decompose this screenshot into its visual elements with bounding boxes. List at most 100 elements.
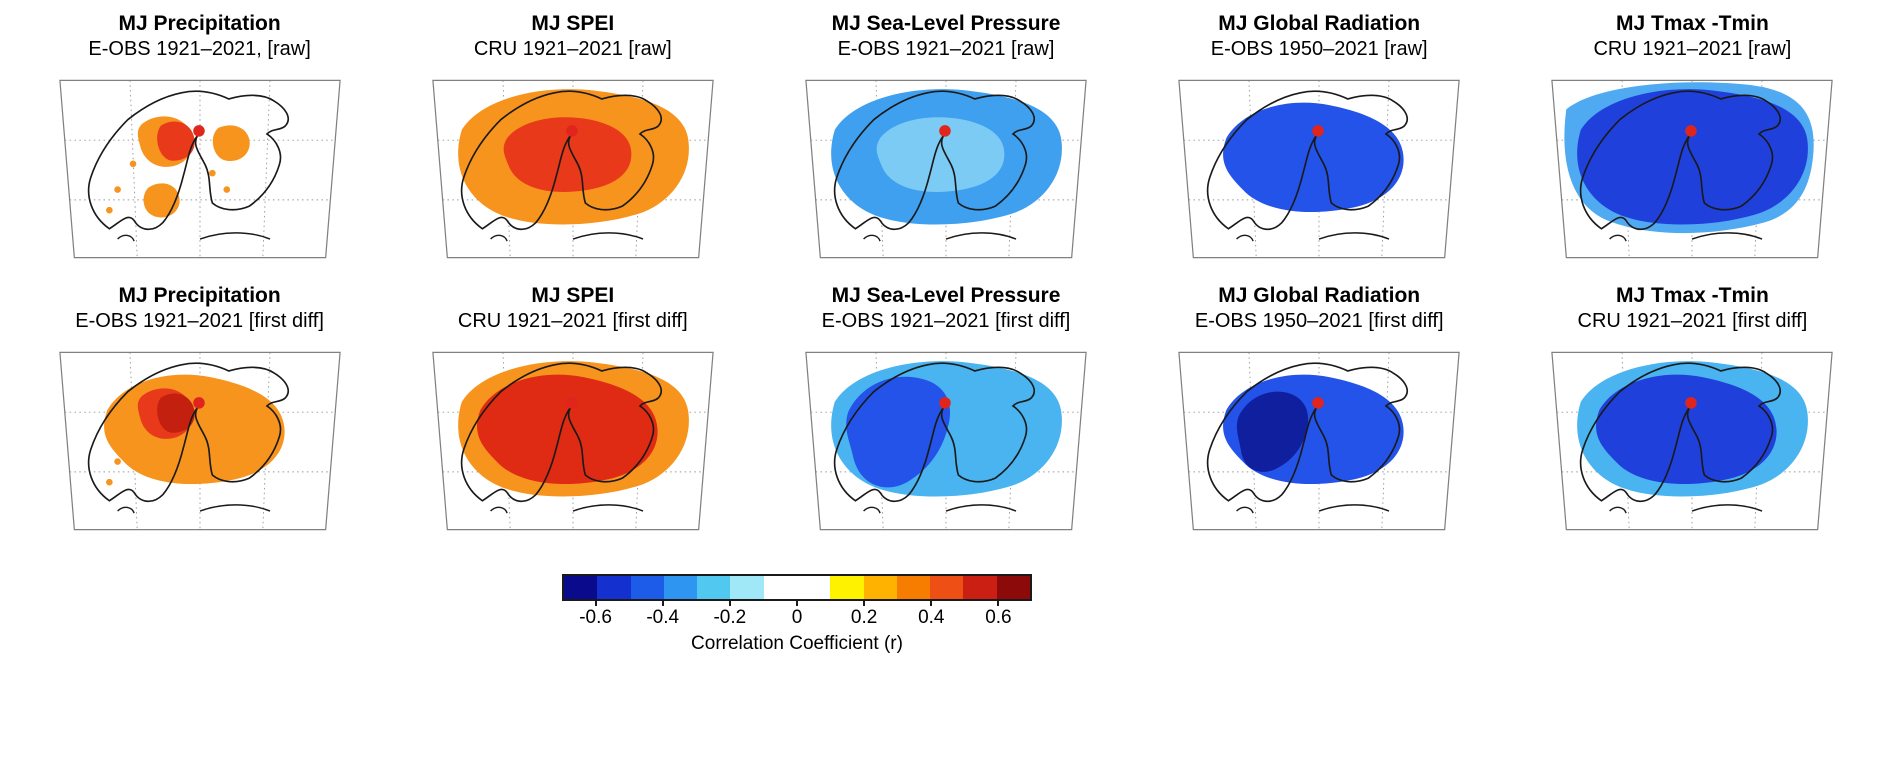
coastline-fragment [572,232,644,240]
coastline [1207,90,1409,231]
colorbar-tickmark [661,601,664,606]
map-frame [805,79,1087,259]
coastline-fragment [199,232,270,240]
map-panel: MJ Precipitation E-OBS 1921–2021 [first d… [13,282,386,544]
site-marker [939,125,951,137]
data-blob [143,183,180,218]
panel-title: MJ Sea-Level Pressure [831,12,1061,35]
map-frame [1178,79,1460,259]
colorbar-tickmark [728,601,731,606]
coastline [1207,362,1409,503]
map-canvas [1551,351,1834,531]
site-marker [565,125,578,137]
coastline-fragment [1609,506,1628,514]
data-speckle [237,149,245,156]
panel-subtitle: E-OBS 1950–2021 [first diff] [1194,310,1444,332]
map-panel: MJ Precipitation E-OBS 1921–2021, [raw] [13,10,386,272]
map-canvas [1178,351,1460,531]
colorbar-ticklabel: -0.6 [579,607,612,628]
panel-title: MJ Precipitation [118,12,281,35]
coastline [87,362,289,503]
colorbar-tickmark [594,601,597,606]
data-blob [1237,391,1309,472]
colorbar-segment [630,576,664,599]
map-panel: MJ Sea-Level Pressure E-OBS 1921–2021 [fi… [759,282,1132,544]
map-frame [1178,351,1460,531]
site-marker [192,397,205,409]
panel-subtitle: E-OBS 1921–2021 [raw] [837,38,1055,60]
coastline [460,362,662,503]
colorbar-ticklabel: -0.2 [713,607,747,628]
data-speckle [113,458,121,465]
map-frame [58,79,341,259]
data-blob [503,117,632,192]
panel-subtitle: CRU 1921–2021 [first diff] [457,310,688,332]
panel-title: MJ SPEI [531,12,615,35]
colorbar-tickmark [796,601,798,606]
map-panel: MJ Tmax -Tmin CRU 1921–2021 [raw] [1506,10,1879,272]
data-blob [476,374,658,485]
site-marker [565,397,578,409]
map-canvas [805,79,1087,259]
colorbar-segment [564,576,598,599]
data-blob [103,374,285,485]
colorbar-tickmark [997,601,1000,606]
data-speckle [113,186,121,193]
coastline-fragment [1318,504,1390,512]
colorbar-ticklabel: 0.4 [918,607,945,628]
colorbar-label: Correlation Coefficient (r) [691,633,903,654]
data-blob [846,376,951,488]
site-marker [1685,125,1698,137]
panel-title: MJ Global Radiation [1218,12,1421,35]
colorbar-segment [963,576,997,599]
map-panel: MJ Global Radiation E-OBS 1950–2021 [firs… [1133,282,1506,544]
coastline-fragment [945,504,1017,512]
data-blob [156,393,195,433]
site-marker [939,397,951,409]
map-panel: MJ Sea-Level Pressure E-OBS 1921–2021 [ra… [759,10,1132,272]
colorbar-segment [663,576,698,599]
site-marker [1312,125,1324,137]
colorbar-tickmark [930,601,933,606]
colorbar-segment [830,576,864,599]
map-canvas [58,351,341,531]
data-blob [212,125,250,162]
colorbar-segment [796,576,831,599]
colorbar-segment [863,576,897,599]
panel-subtitle: CRU 1921–2021 [first diff] [1577,310,1808,332]
panel-subtitle: E-OBS 1950–2021 [raw] [1210,38,1428,60]
data-blob [1596,374,1777,485]
panel-subtitle: CRU 1921–2021 [raw] [1593,38,1792,60]
coastline-fragment [489,234,508,242]
coastline-fragment [1236,506,1254,514]
colorbar-segment [763,576,797,599]
data-blob [1223,102,1404,213]
panel-subtitle: CRU 1921–2021 [raw] [473,38,672,60]
coastline-fragment [199,504,270,512]
data-speckle [129,160,136,168]
coastline-fragment [116,234,135,242]
colorbar: -0.6 -0.4 -0.2 0 0.2 0.4 0.6 Correlation Coeff… [562,574,1032,655]
data-speckle [208,441,216,449]
data-speckle [237,421,245,428]
coastline [460,90,662,231]
data-blob [876,117,1005,192]
panel-subtitle: E-OBS 1921–2021 [first diff] [75,310,324,332]
panel-grid: MJ Precipitation E-OBS 1921–2021, [raw] M… [13,10,1879,544]
coastline-fragment [945,232,1017,240]
panel-title: MJ Global Radiation [1218,284,1421,307]
coastline [87,90,289,231]
coastline-fragment [1692,504,1763,512]
map-canvas [805,351,1087,531]
map-panel: MJ Global Radiation E-OBS 1950–2021 [raw] [1133,10,1506,272]
site-marker [1685,397,1698,409]
coastline-fragment [1236,234,1254,242]
panel-title: MJ SPEI [531,284,615,307]
colorbar-tickmark [863,601,866,606]
site-marker [1312,397,1324,409]
map-canvas [1551,79,1834,259]
colorbar-ticklabel: 0.6 [985,607,1012,628]
map-frame [432,79,714,259]
map-frame [1551,79,1834,259]
map-panel: MJ SPEI CRU 1921–2021 [first diff] [386,282,759,544]
